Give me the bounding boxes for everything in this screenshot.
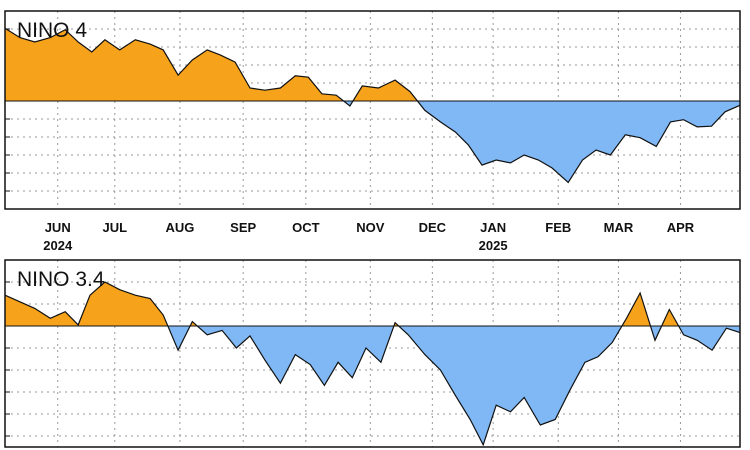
chart-title: NINO 3.4 [17, 268, 105, 291]
line [4, 27, 741, 184]
year-label: 2024 [43, 238, 73, 253]
x-tick-label: FEB [545, 220, 571, 235]
negative-area [5, 101, 740, 183]
chart-title: NINO 4 [17, 19, 87, 42]
x-tick-label: SEP [230, 220, 256, 235]
x-tick-label: NOV [356, 220, 385, 235]
x-tick-label: OCT [292, 220, 320, 235]
x-tick-label: JUL [103, 220, 128, 235]
x-tick-label: APR [667, 220, 695, 235]
frame [4, 259, 741, 448]
positive-area [5, 28, 740, 101]
x-tick-label: JAN [480, 220, 506, 235]
frame [4, 10, 741, 210]
year-label: 2025 [479, 238, 508, 253]
x-tick-label: JUN [45, 220, 71, 235]
x-tick-label: AUG [165, 220, 194, 235]
negative-area [5, 326, 740, 445]
x-tick-label: MAR [604, 220, 634, 235]
x-tick-label: DEC [419, 220, 447, 235]
line [4, 281, 741, 447]
positive-area [5, 282, 740, 326]
